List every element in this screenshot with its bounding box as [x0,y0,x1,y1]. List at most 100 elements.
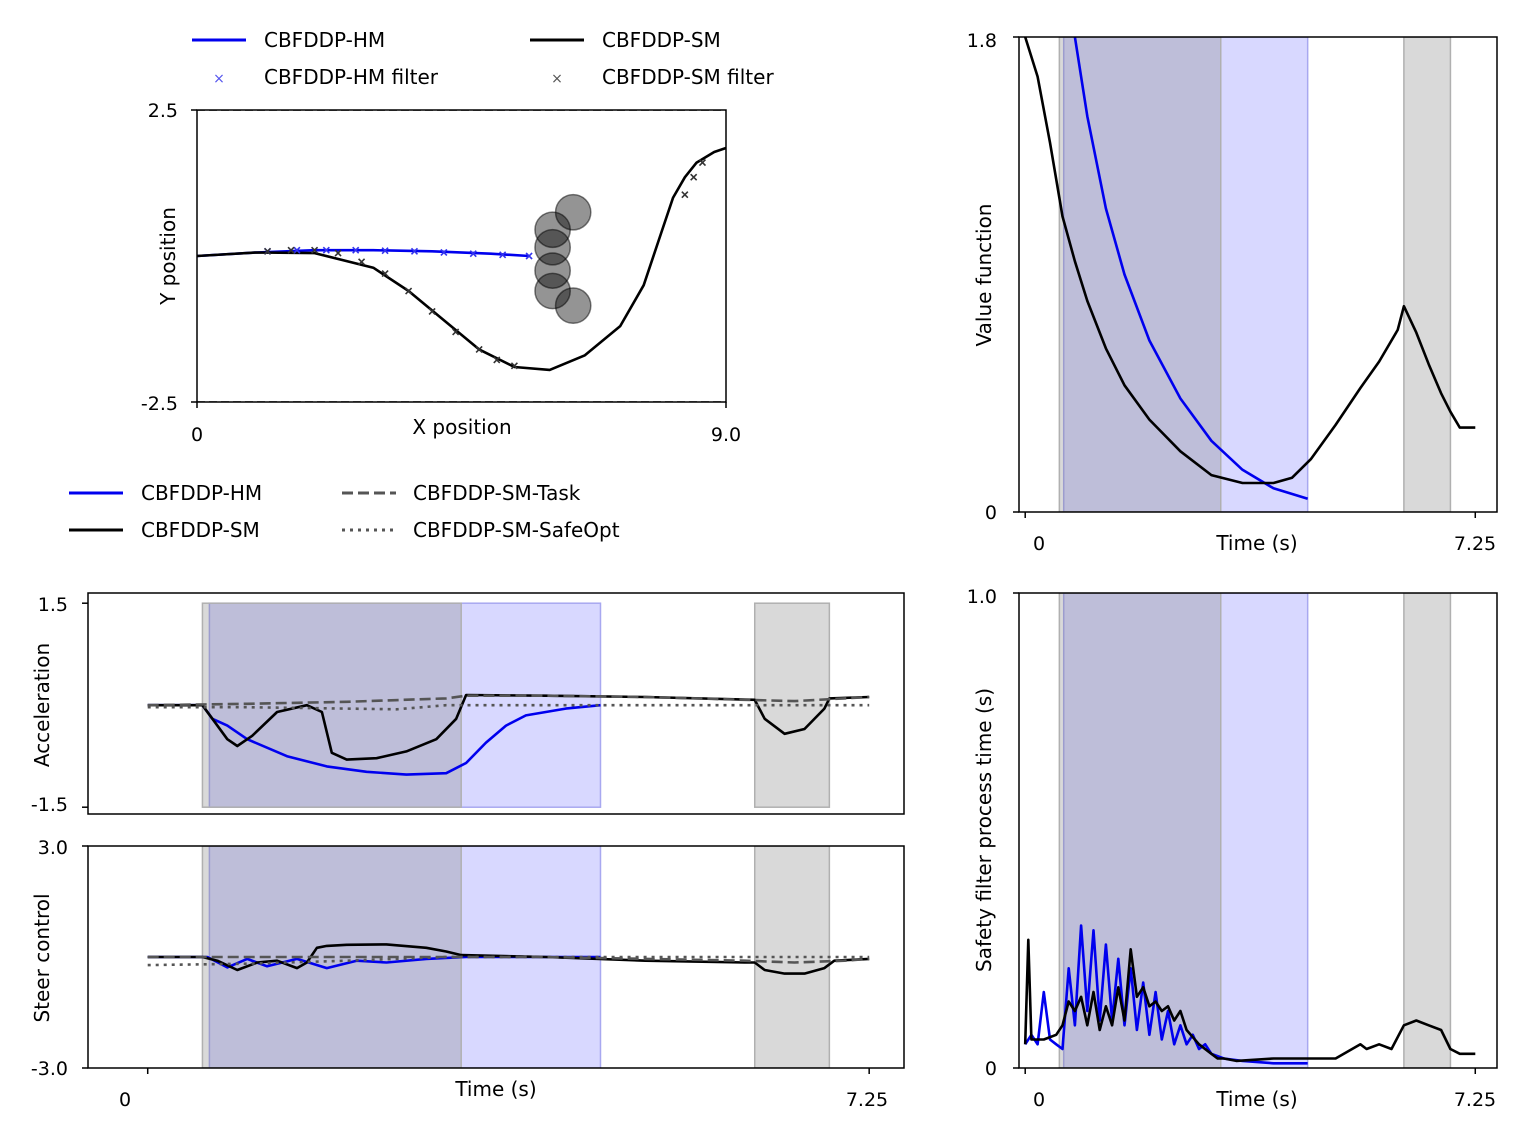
hm-filter-x-b [381,247,389,255]
hm-filter-point [440,248,448,257]
sm-filter-point [405,287,413,295]
steer-ytick-top: 3.0 [38,837,68,859]
series-cbfddp-sm-task [147,955,870,964]
obstacle-4 [534,272,571,310]
legend-label-sm-filter: CBFDDP-SM filter [602,65,774,89]
series-cbfddp-sm [1023,938,1476,1063]
acceleration-panel: 1.5 -1.5 Acceleration [30,592,905,816]
sm-filter-point [510,362,518,370]
steer-xtick-right: 7.25 [846,1089,888,1111]
steer-panel: 3.0 -3.0 0 7.25 Time (s) Steer control [30,837,905,1111]
value-axes-frame [1018,36,1498,513]
legend-x-sm-icon: × [551,71,563,87]
sm-filter-point [287,246,295,254]
legend-label-hm-filter: CBFDDP-HM filter [264,65,439,89]
legend-label-sm-2: CBFDDP-SM [141,518,260,542]
val-ytick-top: 1.8 [967,30,997,52]
steer-xtick-left: 0 [119,1089,131,1111]
traj-xtick-right: 9.0 [711,424,741,446]
proc-ytick-bottom: 0 [985,1058,997,1080]
acc-ytick-top: 1.5 [38,594,68,616]
val-xlabel: Time (s) [1215,531,1297,555]
legend-label-sm: CBFDDP-SM [602,28,721,52]
hm-filter-x-b [525,252,533,260]
obstacle-5 [554,287,592,325]
proc-axes-frame [1018,592,1498,1069]
sm-filter-x-b [287,246,295,254]
legend-label-hm: CBFDDP-HM [264,28,385,52]
sm-filter-x-b [475,345,483,354]
hm-filter-point [293,246,301,254]
hm-filter-x-b [499,251,507,259]
sm-filter-point [681,191,689,199]
proc-xtick-right: 7.25 [1454,1089,1496,1111]
traj-ylabel: Y position [156,207,180,306]
series-cbfddp-hm [1073,37,1309,501]
sm-filter-x-b [310,246,319,254]
proc-ytick-top: 1.0 [967,586,997,608]
hm-filter-point [381,247,389,255]
acc-ytick-bottom: -1.5 [31,794,68,816]
sm-filter-x-b [334,249,342,257]
legend-x-hm-icon: × [213,71,225,87]
shade-cbfddp-hm-0 [1062,593,1309,1068]
traj-ytick-top: 2.5 [148,100,178,122]
value-function-panel: 1.8 0 0 7.25 Time (s) Value function [967,30,1498,555]
shade-cbfddp-sm-1 [1403,593,1452,1068]
hm-filter-point [499,251,507,259]
series-cbfddp-sm [197,146,726,372]
series-cbfddp-hm [147,703,601,776]
hm-filter-point [352,246,360,254]
hm-filter-point [469,250,477,258]
shade-cbfddp-sm-0 [201,602,462,808]
control-legend: CBFDDP-HM CBFDDP-SM CBFDDP-SM-Task CBFDD… [69,481,620,542]
sm-filter-x-b [428,307,436,316]
steer-axes-frame [87,845,905,1069]
traj-ytick-bottom: -2.5 [141,393,178,415]
traj-legend: CBFDDP-HM CBFDDP-SM × CBFDDP-HM filter ×… [192,28,774,89]
sm-filter-point [698,158,707,167]
sm-filter-x-b [405,287,413,295]
series-cbfddp-sm-safeopt [147,703,870,711]
val-ylabel: Value function [972,204,996,347]
traj-xtick-left: 0 [191,424,203,446]
val-ytick-bottom: 0 [985,502,997,524]
traj-xlabel: X position [412,415,511,439]
proc-xlabel: Time (s) [1215,1087,1297,1111]
sm-filter-point [358,258,366,266]
sm-filter-x-b [690,173,698,181]
sm-filter-x-b [452,328,460,336]
sm-filter-x-b [698,158,707,167]
process-time-panel: 1.0 0 0 7.25 Time (s) Safety filter proc… [967,586,1498,1111]
hm-filter-point [322,246,330,254]
series-cbfddp-sm [147,693,870,761]
steer-xlabel: Time (s) [454,1077,536,1101]
hm-filter-x-b [440,248,448,257]
sm-filter-x-b [510,362,518,370]
shade-cbfddp-sm-1 [753,602,831,808]
hm-filter-x-b [352,246,360,254]
proc-xtick-left: 0 [1033,1089,1045,1111]
legend-label-safeopt: CBFDDP-SM-SafeOpt [413,518,620,542]
sm-filter-point [690,173,698,181]
series-cbfddp-sm-task [147,694,870,707]
acc-ylabel: Acceleration [30,643,54,767]
sm-filter-x-b [681,191,689,199]
sm-filter-point [428,307,436,316]
proc-ylabel: Safety filter process time (s) [972,688,996,972]
hm-filter-x-b [293,246,301,254]
obstacle-3 [534,252,571,289]
shade-cbfddp-sm-1 [753,846,831,1068]
sm-filter-point [381,269,389,278]
hm-filter-point [410,247,419,255]
hm-filter-point [525,252,533,260]
hm-filter-x-b [469,250,477,258]
hm-filter-x-b [322,246,330,254]
trajectory-panel: 2.5 -2.5 0 9.0 X position Y position [141,100,741,446]
sm-filter-point [263,247,272,255]
hm-filter-x-b [410,247,419,255]
sm-filter-point [475,345,483,354]
sm-filter-point [310,246,319,254]
series-cbfddp-sm [147,943,870,975]
shade-cbfddp-sm-0 [1058,37,1222,512]
